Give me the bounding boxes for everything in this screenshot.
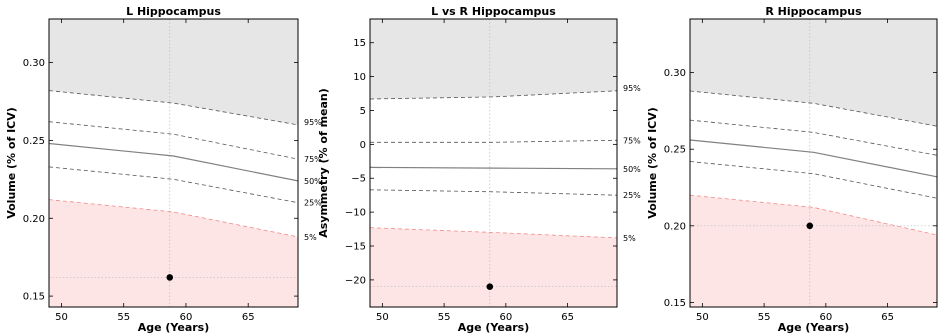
- y-tick-label: 5: [360, 106, 366, 117]
- percentile-label-75: 75%: [304, 155, 322, 164]
- x-axis-label: Age (Years): [458, 321, 530, 334]
- y-tick-label: 0.20: [664, 221, 686, 232]
- percentile-label-50: 50%: [304, 177, 322, 186]
- plot-area: [370, 19, 617, 307]
- lower-region: [370, 227, 617, 307]
- subject-point: [486, 283, 494, 290]
- x-tick-label: 65: [561, 312, 574, 323]
- percentile-label-5: 5%: [623, 234, 636, 243]
- x-tick-label: 50: [696, 312, 709, 323]
- y-tick-label: 10: [353, 72, 366, 83]
- x-tick-label: 50: [376, 312, 389, 323]
- upper-region: [690, 19, 937, 127]
- upper-region: [370, 19, 617, 99]
- percentile-label-75: 75%: [623, 136, 641, 145]
- plot-area: [690, 19, 937, 307]
- x-tick-label: 65: [881, 312, 894, 323]
- subject-point: [806, 222, 814, 230]
- percentile-label-25: 25%: [304, 199, 322, 208]
- axes-frame: [689, 18, 938, 308]
- panel-r-hippocampus: 50 55 60 65 0.15 0.20 0.25 0.30 R Hippocampus Age…: [646, 5, 938, 334]
- x-tick-label: 60: [819, 312, 832, 323]
- axes-frame: [48, 18, 299, 308]
- lower-region: [690, 195, 937, 307]
- percentile-line-75: [49, 121, 298, 160]
- percentile-line-50: [370, 166, 617, 170]
- percentile-line-50: [49, 142, 298, 182]
- panel-l-vs-r-hippocampus: 50 55 60 65 −20 −15 −10 −5 0 5 10 15 L vs R Hippocam…: [317, 5, 641, 334]
- percentile-line-5: [370, 227, 617, 239]
- y-axis-label: Asymmetry (% of mean): [317, 88, 330, 238]
- y-tick-label: 0.20: [23, 214, 45, 225]
- upper-region: [49, 19, 298, 125]
- y-tick-label: 0: [360, 140, 366, 151]
- percentile-label-50: 50%: [623, 165, 641, 174]
- y-tick-label: −15: [345, 242, 366, 253]
- percentile-label-25: 25%: [623, 191, 641, 200]
- y-tick-label: 15: [353, 38, 366, 49]
- percentile-line-75: [690, 119, 937, 156]
- x-axis-label: Age (Years): [778, 321, 850, 334]
- y-axis-label: Volume (% of ICV): [646, 107, 659, 219]
- y-tick-label: 0.15: [664, 298, 686, 309]
- y-tick-label: −5: [351, 174, 366, 185]
- panel-l-hippocampus: 50 55 60 65 0.15 0.20 0.25 0.30 L Hippocampus Age…: [5, 5, 322, 334]
- y-tick-label: −20: [345, 275, 366, 286]
- percentile-line-75: [370, 139, 617, 143]
- chart-title: L Hippocampus: [126, 5, 221, 18]
- y-tick-label: 0.30: [23, 58, 45, 69]
- percentile-line-25: [49, 166, 298, 204]
- x-tick-label: 60: [180, 312, 193, 323]
- percentile-line-95: [370, 90, 617, 100]
- x-tick-label: 65: [242, 312, 255, 323]
- chart-title: R Hippocampus: [765, 5, 862, 18]
- percentile-line-50: [690, 139, 937, 178]
- lower-region: [49, 199, 298, 307]
- y-tick-label: 0.25: [23, 136, 45, 147]
- y-tick-label: −10: [345, 208, 366, 219]
- y-tick-label: 0.25: [664, 145, 686, 156]
- chart-title: L vs R Hippocampus: [431, 5, 556, 18]
- percentile-label-95: 95%: [623, 84, 641, 93]
- axes-frame: [369, 18, 618, 308]
- x-tick-label: 55: [758, 312, 771, 323]
- y-tick-label: 0.15: [23, 292, 45, 303]
- percentile-line-25: [690, 161, 937, 199]
- x-tick-label: 55: [438, 312, 451, 323]
- subject-point: [166, 274, 174, 281]
- percentile-label-95: 95%: [304, 118, 322, 127]
- percentile-label-5: 5%: [304, 233, 317, 242]
- x-axis-label: Age (Years): [138, 321, 210, 334]
- y-tick-label: 0.30: [664, 68, 686, 79]
- percentile-line-25: [370, 189, 617, 196]
- x-tick-label: 60: [499, 312, 512, 323]
- plot-area: [49, 19, 298, 307]
- x-tick-label: 55: [117, 312, 130, 323]
- y-axis-label: Volume (% of ICV): [5, 107, 18, 219]
- x-tick-label: 50: [55, 312, 68, 323]
